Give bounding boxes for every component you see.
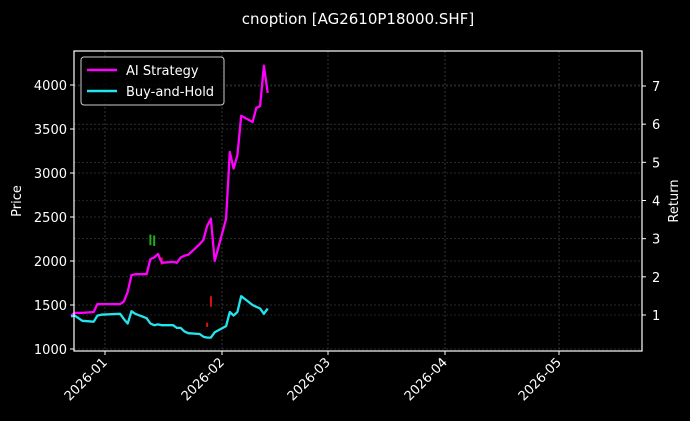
- y-axis-right: 1 2 3 4 5 6 7: [642, 80, 660, 324]
- y-axis-left-label: Price: [10, 185, 25, 217]
- y-tick-right-label: 6: [652, 118, 660, 133]
- legend: AI Strategy Buy-and-Hold: [80, 56, 225, 106]
- y-tick-right-label: 7: [652, 80, 660, 95]
- y-tick-right-label: 5: [652, 156, 660, 171]
- y-axis-left: 1000 1500 2000 2500 3000 3500 4000: [34, 79, 74, 358]
- y-tick-right-label: 4: [652, 195, 660, 210]
- series-lines: [70, 64, 269, 339]
- y-tick-label: 2000: [34, 255, 67, 270]
- y-tick-label: 2500: [34, 211, 67, 226]
- legend-label-ai-strategy: AI Strategy: [126, 64, 199, 79]
- y-tick-right-label: 2: [652, 271, 660, 286]
- y-tick-label: 3000: [34, 167, 67, 182]
- y-tick-right-label: 1: [652, 309, 660, 324]
- y-tick-label: 4000: [34, 79, 67, 94]
- y-tick-right-label: 3: [652, 233, 660, 248]
- chart-title: cnoption [AG2610P18000.SHF]: [242, 10, 474, 28]
- y-tick-label: 1000: [34, 343, 67, 358]
- series-line-buy-and-hold: [70, 295, 269, 339]
- y-tick-label: 1500: [34, 299, 67, 314]
- y-axis-right-label: Return: [667, 179, 682, 222]
- legend-label-buy-and-hold: Buy-and-Hold: [126, 85, 214, 100]
- series-line-ai-strategy: [70, 64, 269, 317]
- y-tick-label: 3500: [34, 123, 67, 138]
